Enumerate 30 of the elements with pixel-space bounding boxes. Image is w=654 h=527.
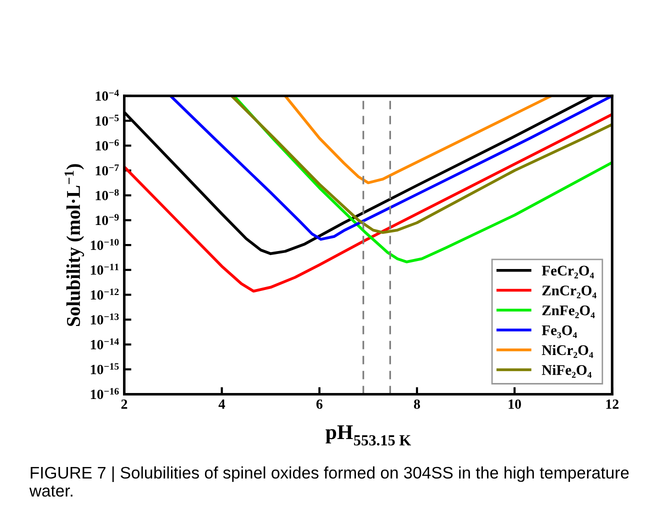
legend-label: NiCr₂O₄ (542, 344, 594, 358)
y-tick-label: 10$^{−8}$ (96, 189, 119, 200)
y-tick-label: 10$^{−5}$ (96, 114, 119, 126)
x-tick-label: 6 (316, 400, 322, 409)
y-tick-label: 10$^{−11}$ (90, 264, 119, 275)
y-tick-label: 10$^{−10}$ (90, 238, 119, 250)
y-tick-label: 10$^{−9}$ (96, 214, 119, 226)
x-tick-label: 10 (508, 399, 521, 409)
y-tick-label: 10$^{−15}$ (90, 363, 119, 374)
x-tick-label: 2 (121, 400, 128, 409)
legend-label: ZnFe₂O₄ (542, 306, 595, 318)
line-series (284, 96, 553, 184)
legend-label: NiFe₂O₄ (542, 364, 592, 378)
y-tick-label: 10$^{−12}$ (90, 288, 119, 300)
line-series (169, 96, 612, 241)
x-tick-label: 8 (414, 399, 420, 409)
legend-label: Fe₃O₄ (542, 325, 577, 338)
legend-label: FeCr₂O₄ (542, 266, 594, 278)
caption: FIGURE 7 | Solubilities of spinel oxides formed on 304SS in the high temperature water. (29, 466, 629, 497)
y-tick-label: 10$^{−16}$ (90, 388, 119, 400)
y-tick-label: 10$^{−7}$ (96, 164, 119, 176)
x-tick-label: 4 (218, 400, 226, 409)
y-tick-label: 10$^{−4}$ (96, 90, 119, 101)
y-tick-label: 10$^{−13}$ (90, 313, 119, 325)
x-tick-label: 12 (606, 400, 618, 409)
y-tick-label: 10$^{−6}$ (96, 139, 119, 151)
legend-label: ZnCr₂O₄ (542, 286, 596, 298)
y-tick-label: 10$^{−14}$ (90, 338, 119, 350)
y-axis-title: Solubility (mol·L$^{−1}$) (64, 164, 84, 326)
line-series (230, 96, 612, 234)
